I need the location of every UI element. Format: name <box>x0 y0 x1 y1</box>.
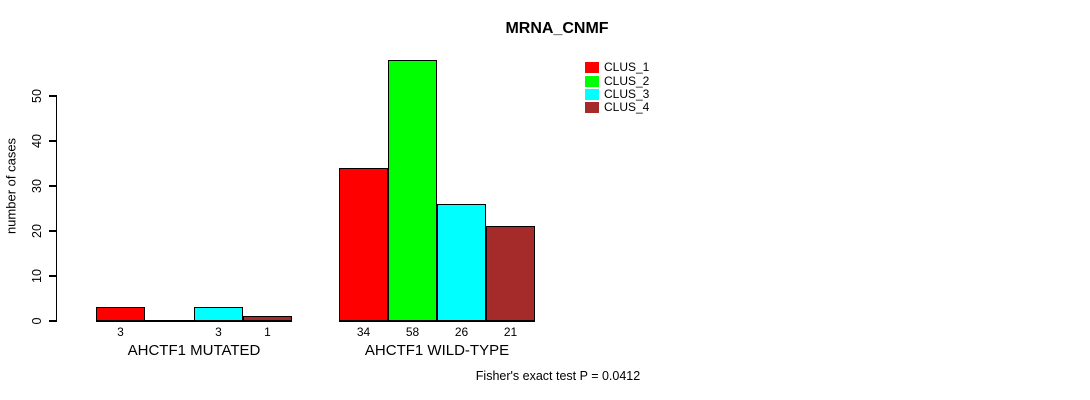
bar-clus_4-wild-type <box>486 226 535 321</box>
legend-label: CLUS_1 <box>604 60 650 75</box>
y-tick-label: 40 <box>30 134 44 148</box>
bar-value-label: 21 <box>503 325 518 339</box>
legend-label: CLUS_4 <box>604 100 650 115</box>
bar-value-label: 58 <box>405 325 420 339</box>
y-tick-mark <box>48 230 56 232</box>
y-tick-mark <box>48 140 56 142</box>
bar-value-label: 3 <box>117 325 124 339</box>
bar-clus_1-mutated <box>96 307 145 321</box>
y-tick-label: 10 <box>30 269 44 283</box>
bar-clus_3-wild-type <box>437 204 486 321</box>
legend: CLUS_1 CLUS_2 CLUS_3 CLUS_4 <box>585 61 649 115</box>
bar-value-label: 34 <box>356 325 371 339</box>
y-tick-label: 20 <box>30 224 44 238</box>
y-tick-mark <box>48 95 56 97</box>
legend-swatch-clus_4 <box>585 102 599 114</box>
bar-value-label: 3 <box>215 325 222 339</box>
y-tick-mark <box>48 320 56 322</box>
y-axis-title: number of cases <box>3 137 19 235</box>
bar-clus_1-wild-type <box>339 168 388 321</box>
bar-value-label: 1 <box>264 325 271 339</box>
y-tick-label: 30 <box>30 179 44 193</box>
annotation-text: Fisher's exact test P = 0.0412 <box>475 369 641 383</box>
legend-label: CLUS_3 <box>604 86 650 101</box>
y-tick-mark <box>48 275 56 277</box>
y-axis-line <box>55 95 57 322</box>
legend-label: CLUS_2 <box>604 73 650 88</box>
y-tick-mark <box>48 185 56 187</box>
bar-clus_2-wild-type <box>388 60 437 321</box>
chart-title: MRNA_CNMF <box>505 20 609 37</box>
legend-swatch-clus_2 <box>585 75 599 87</box>
legend-swatch-clus_1 <box>585 62 599 74</box>
group-baseline <box>339 320 535 322</box>
legend-item: CLUS_4 <box>585 101 649 114</box>
legend-item: CLUS_1 <box>585 61 649 74</box>
category-label: AHCTF1 MUTATED <box>127 342 261 359</box>
legend-swatch-clus_3 <box>585 88 599 100</box>
y-tick-label: 0 <box>30 317 44 325</box>
legend-item: CLUS_3 <box>585 86 650 101</box>
bar-value-label: 26 <box>454 325 469 339</box>
category-label: AHCTF1 WILD-TYPE <box>364 342 510 359</box>
bar-clus_4-mutated <box>243 316 292 321</box>
legend-item: CLUS_2 <box>585 74 649 87</box>
bar-clus_3-mutated <box>194 307 243 321</box>
group-baseline <box>96 320 292 322</box>
y-tick-label: 50 <box>30 89 44 103</box>
